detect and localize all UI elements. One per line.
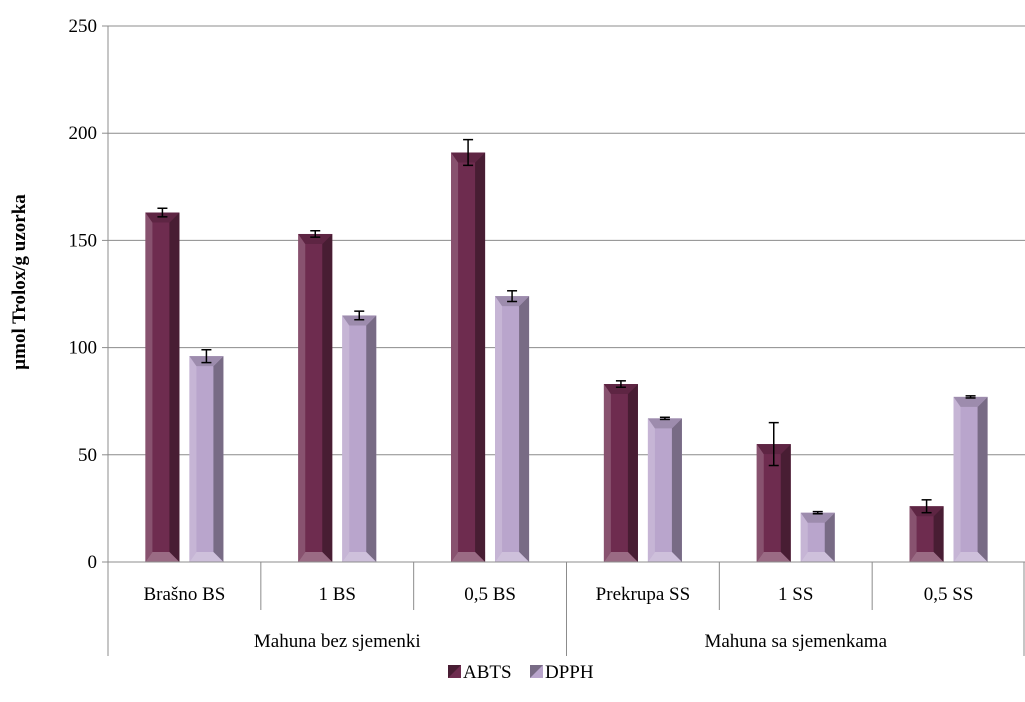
bar-bevel-bottom bbox=[756, 552, 791, 562]
y-axis-title: µmol Trolox/g uzorka bbox=[9, 194, 30, 370]
bar-bevel-right bbox=[213, 356, 224, 562]
category-label: 0,5 BS bbox=[464, 584, 516, 605]
bar-bevel-right bbox=[780, 444, 791, 562]
y-tick-label: 50 bbox=[78, 445, 97, 466]
legend-label: DPPH bbox=[545, 662, 594, 683]
legend-swatch-shade bbox=[448, 665, 461, 678]
bar-bevel-left bbox=[909, 506, 917, 562]
bar-bevel-left bbox=[451, 152, 459, 562]
y-tick-label: 250 bbox=[69, 16, 98, 37]
bar-bevel-left bbox=[603, 384, 611, 562]
legend-swatch-shade bbox=[530, 665, 543, 678]
y-tick-label: 150 bbox=[69, 230, 98, 251]
bar-bevel-bottom bbox=[603, 552, 638, 562]
bar-bevel-right bbox=[475, 152, 486, 562]
legend-label: ABTS bbox=[463, 662, 512, 683]
bar-bevel-left bbox=[495, 296, 503, 562]
bar-bevel-top bbox=[298, 233, 333, 244]
x-axis: Brašno BS 1 BS 0,5 BS Prekrupa SS 1 SS 0,5 SS… bbox=[107, 561, 1025, 656]
bar-bevel-right bbox=[977, 396, 988, 562]
bar-bevel-bottom bbox=[800, 552, 835, 562]
group-label: Mahuna sa sjemenkama bbox=[704, 631, 887, 652]
bar-bevel-bottom bbox=[909, 552, 944, 562]
y-axis: 0 50 100 150 200 250 bbox=[69, 16, 109, 573]
bar-bevel-right bbox=[322, 233, 333, 562]
bar-bevel-bottom bbox=[451, 552, 486, 562]
bar-bevel-left bbox=[189, 356, 197, 562]
y-tick-label: 100 bbox=[69, 338, 98, 359]
bar-bevel-top bbox=[800, 512, 835, 523]
category-label: 1 SS bbox=[778, 584, 813, 605]
group-label: Mahuna bez sjemenki bbox=[254, 631, 421, 652]
bar-bevel-left bbox=[800, 512, 808, 562]
legend: ABTS DPPH bbox=[448, 662, 594, 683]
bar-bevel-right bbox=[519, 296, 530, 562]
bar-bevel-bottom bbox=[495, 552, 530, 562]
bar-bevel-right bbox=[671, 418, 682, 562]
category-label: Brašno BS bbox=[144, 584, 226, 605]
bars bbox=[145, 138, 988, 562]
bar-bevel-top bbox=[647, 418, 682, 429]
bar-bevel-top bbox=[953, 396, 988, 407]
gridlines bbox=[108, 25, 1025, 456]
bar-bevel-bottom bbox=[298, 552, 333, 562]
bar-bevel-right bbox=[169, 212, 180, 562]
y-tick-label: 0 bbox=[88, 552, 98, 573]
bar-bevel-left bbox=[298, 233, 306, 562]
bar-bevel-left bbox=[953, 396, 961, 562]
bar-bevel-bottom bbox=[342, 552, 377, 562]
bar-bevel-top bbox=[603, 384, 638, 395]
bar-bevel-bottom bbox=[953, 552, 988, 562]
bar-bevel-left bbox=[342, 315, 350, 562]
bar-bevel-bottom bbox=[145, 552, 180, 562]
bar-bevel-right bbox=[933, 506, 944, 562]
bar-bevel-right bbox=[366, 315, 377, 562]
bar-bevel-bottom bbox=[647, 552, 682, 562]
y-tick-label: 200 bbox=[69, 123, 98, 144]
bar-bevel-right bbox=[824, 512, 835, 562]
category-label: 0,5 SS bbox=[924, 584, 974, 605]
bar-bevel-right bbox=[627, 384, 638, 562]
bar-bevel-bottom bbox=[189, 552, 224, 562]
bar-bevel-left bbox=[145, 212, 153, 562]
category-label: Prekrupa SS bbox=[596, 584, 690, 605]
bar-bevel-left bbox=[756, 444, 764, 562]
bar-bevel-left bbox=[647, 418, 655, 562]
category-label: 1 BS bbox=[319, 584, 357, 605]
